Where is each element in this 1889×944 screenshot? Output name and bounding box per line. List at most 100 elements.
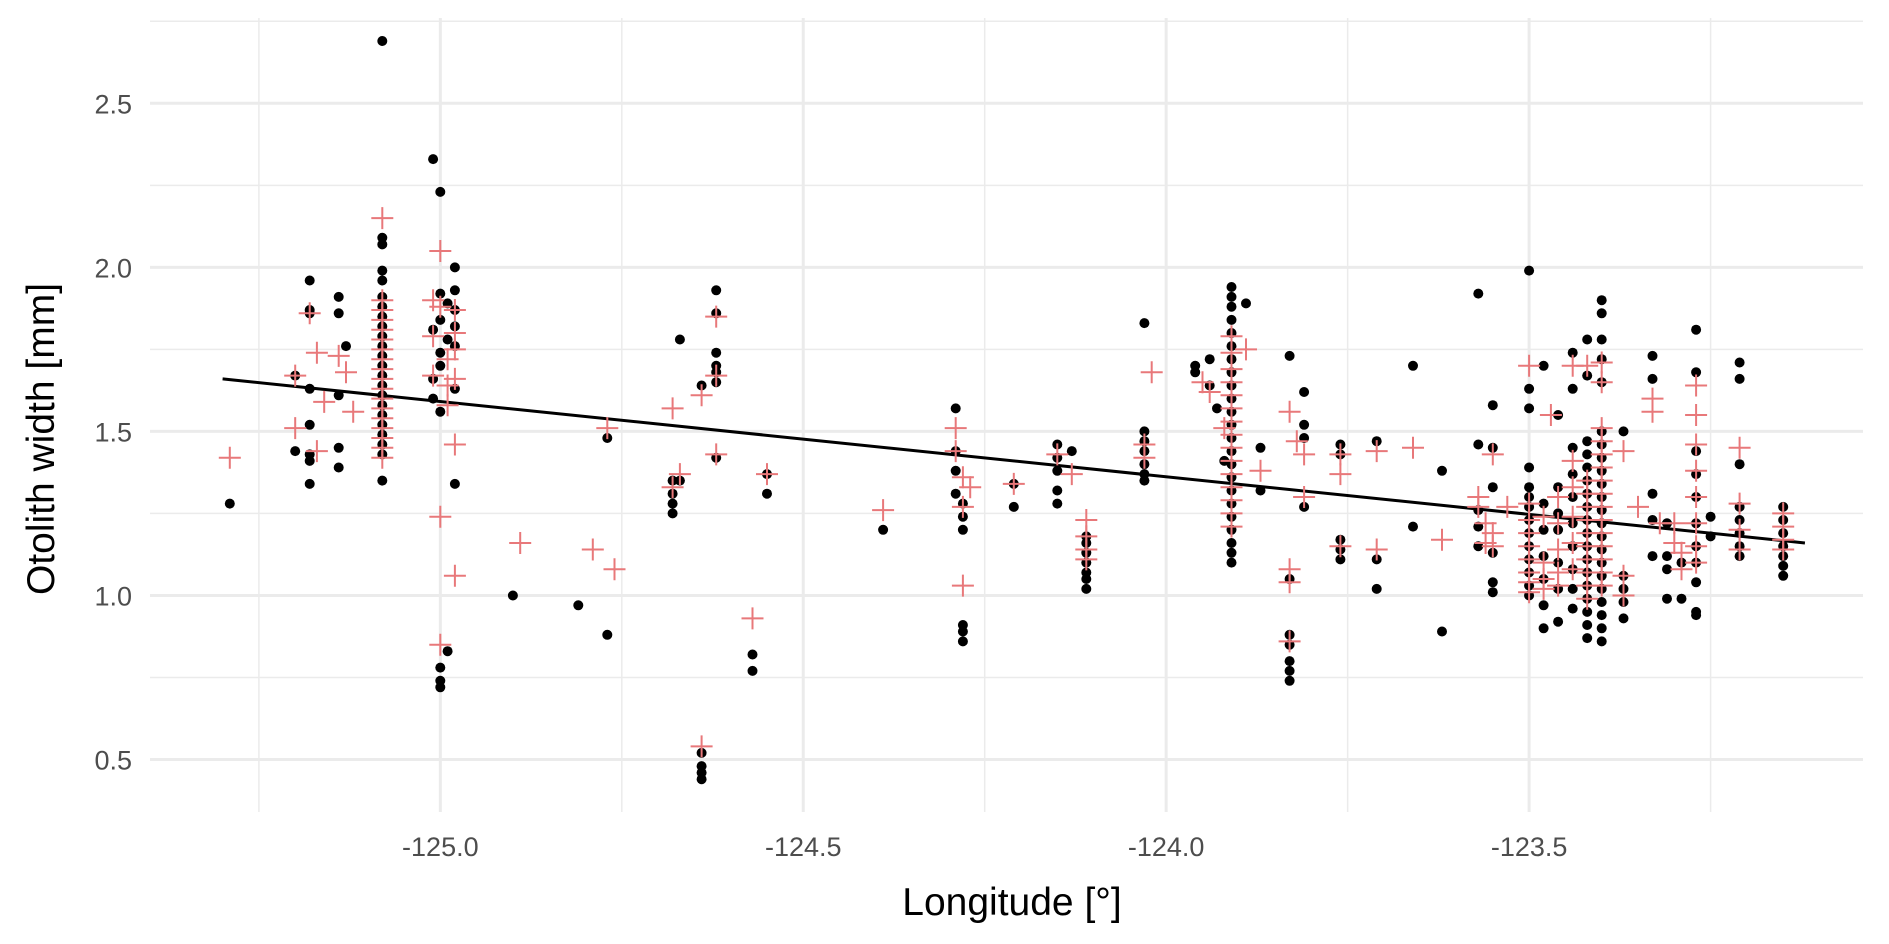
predicted-point bbox=[1329, 443, 1352, 466]
observed-point bbox=[1618, 426, 1629, 437]
observed-point bbox=[1676, 593, 1687, 604]
predicted-point bbox=[1547, 574, 1570, 597]
predicted-point bbox=[1561, 476, 1584, 499]
observed-point bbox=[1647, 551, 1658, 562]
observed-point bbox=[1226, 547, 1237, 558]
y-axis-title: Otolith width [mm] bbox=[20, 283, 63, 595]
predicted-point bbox=[581, 538, 604, 561]
observed-point bbox=[1778, 570, 1789, 581]
observed-point bbox=[304, 478, 315, 489]
observed-point bbox=[1647, 488, 1658, 499]
observed-point bbox=[1052, 465, 1063, 476]
observed-point bbox=[1705, 511, 1716, 522]
observed-point bbox=[1538, 360, 1549, 371]
predicted-point bbox=[1329, 463, 1352, 486]
predicted-point bbox=[443, 433, 466, 456]
observed-point bbox=[1538, 498, 1549, 509]
trend-line-layer bbox=[222, 377, 1806, 545]
predicted-point bbox=[1561, 532, 1584, 554]
observed-point bbox=[428, 393, 439, 404]
observed-point bbox=[1662, 551, 1672, 562]
observed-point bbox=[1284, 350, 1295, 361]
observed-point bbox=[1241, 298, 1251, 309]
predicted-point bbox=[1590, 351, 1613, 374]
predicted-point bbox=[1278, 400, 1301, 423]
observed-point bbox=[674, 334, 685, 345]
predicted-point bbox=[218, 446, 241, 469]
observed-point bbox=[442, 334, 453, 345]
observed-point bbox=[1284, 656, 1295, 667]
grid-lines bbox=[150, 18, 1863, 812]
predicted-point bbox=[1329, 535, 1352, 558]
y-tick-label: 0.5 bbox=[94, 746, 132, 776]
predicted-point bbox=[1481, 443, 1504, 466]
observed-point bbox=[1081, 583, 1092, 594]
predicted-point bbox=[443, 367, 466, 390]
observed-point bbox=[1487, 587, 1498, 598]
predicted-point bbox=[1365, 538, 1388, 561]
observed-point bbox=[696, 774, 707, 785]
observed-point bbox=[878, 524, 889, 535]
predicted-point bbox=[1532, 577, 1555, 600]
observed-point bbox=[1139, 426, 1150, 437]
predicted-point bbox=[509, 532, 532, 554]
predicted-point bbox=[1685, 512, 1708, 535]
predicted-point bbox=[1685, 486, 1708, 508]
predicted-point bbox=[1293, 486, 1316, 508]
predicted-points bbox=[218, 207, 1795, 758]
predicted-point bbox=[1772, 538, 1795, 561]
observed-point bbox=[747, 665, 758, 676]
observed-point bbox=[1691, 367, 1702, 378]
observed-point bbox=[377, 265, 388, 276]
predicted-point bbox=[1547, 512, 1570, 535]
predicted-point bbox=[1060, 463, 1083, 486]
predicted-point bbox=[1547, 486, 1570, 508]
observed-point bbox=[1582, 620, 1593, 630]
predicted-point bbox=[429, 505, 452, 528]
predicted-point bbox=[1612, 584, 1635, 607]
predicted-point bbox=[690, 735, 713, 758]
x-axis-title: Longitude [°] bbox=[902, 881, 1121, 924]
observed-point bbox=[333, 442, 344, 453]
predicted-point bbox=[443, 338, 466, 361]
tick-labels: -125.0 -124.5 -124.0 -123.5 0.5 1.0 1.5 2.0 2.5 bbox=[94, 89, 1567, 862]
predicted-point bbox=[284, 417, 307, 440]
observed-point bbox=[1255, 442, 1266, 453]
observed-point bbox=[1582, 449, 1593, 460]
observed-point bbox=[747, 649, 758, 660]
predicted-point bbox=[959, 476, 982, 499]
predicted-point bbox=[436, 394, 459, 417]
predicted-point bbox=[1728, 492, 1751, 515]
predicted-point bbox=[1046, 443, 1069, 466]
observed-point bbox=[333, 390, 344, 401]
observed-point bbox=[428, 154, 439, 165]
observed-point bbox=[1596, 334, 1607, 345]
observed-point bbox=[435, 682, 446, 693]
predicted-point bbox=[1431, 528, 1453, 551]
observed-point bbox=[1335, 554, 1346, 565]
observed-point bbox=[1066, 446, 1077, 457]
observed-point bbox=[950, 465, 961, 476]
observed-point bbox=[1139, 475, 1150, 486]
observed-point bbox=[1596, 597, 1607, 607]
observed-point bbox=[442, 646, 453, 657]
observed-point bbox=[1204, 354, 1215, 365]
observed-point bbox=[1538, 623, 1549, 634]
observed-point bbox=[1226, 557, 1237, 568]
observed-point bbox=[290, 446, 301, 457]
predicted-point bbox=[661, 397, 684, 420]
observed-point bbox=[224, 498, 235, 509]
observed-point bbox=[1567, 347, 1578, 358]
observed-point bbox=[1437, 626, 1447, 637]
predicted-point bbox=[371, 207, 394, 230]
observed-point bbox=[1524, 403, 1535, 414]
observed-point bbox=[333, 308, 344, 319]
observed-point bbox=[1734, 373, 1745, 384]
observed-point bbox=[1734, 459, 1745, 470]
observed-point bbox=[1647, 373, 1658, 384]
observed-point bbox=[304, 275, 315, 286]
predicted-point bbox=[944, 440, 967, 463]
observed-point bbox=[377, 36, 388, 46]
observed-point bbox=[1524, 462, 1535, 473]
